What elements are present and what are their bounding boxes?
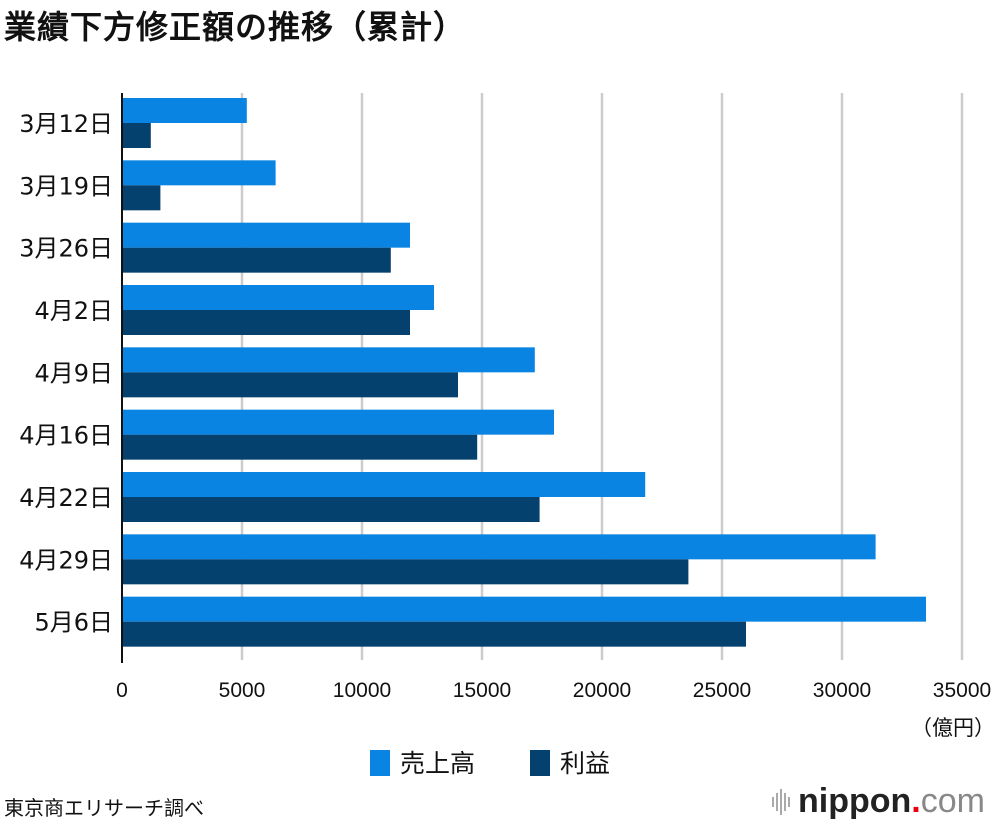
- x-tick-label: 30000: [813, 679, 871, 702]
- logo-tld: com: [920, 782, 985, 820]
- category-label: 4月2日: [34, 297, 113, 325]
- category-label: 4月16日: [19, 422, 113, 450]
- x-tick-label: 5000: [219, 679, 266, 702]
- bar-profit: [122, 621, 746, 647]
- category-label: 3月12日: [19, 110, 113, 138]
- bar-sales: [122, 409, 554, 435]
- nippon-logo: nippon. com: [772, 782, 985, 821]
- category-label: 4月22日: [19, 484, 113, 512]
- x-tick-label: 10000: [333, 679, 391, 702]
- bar-sales: [122, 285, 434, 310]
- logo-name: nippon: [798, 782, 912, 820]
- bar-profit: [122, 434, 478, 460]
- x-tick-label: 15000: [453, 679, 511, 702]
- bar-profit: [122, 123, 151, 148]
- bar-sales: [122, 534, 876, 560]
- bar-sales: [122, 160, 276, 186]
- category-label: 3月19日: [19, 172, 113, 200]
- x-tick-label: 25000: [693, 679, 751, 702]
- legend-label: 利益: [560, 749, 610, 778]
- logo-dot: .: [911, 782, 921, 820]
- bar-sales: [122, 347, 535, 373]
- x-tick-label: 0: [116, 679, 128, 702]
- bar-profit: [122, 185, 161, 211]
- bar-sales: [122, 98, 247, 123]
- bar-profit: [122, 559, 689, 585]
- category-label: 5月6日: [34, 609, 113, 637]
- bar-profit: [122, 372, 458, 398]
- bar-sales: [122, 596, 926, 622]
- category-label: 4月9日: [34, 359, 113, 387]
- legend-label: 売上高: [400, 749, 475, 778]
- x-tick-label: 20000: [573, 679, 631, 702]
- category-label: 3月26日: [19, 235, 113, 263]
- bar-sales: [122, 472, 646, 497]
- x-tick-label: 35000: [933, 679, 991, 702]
- legend-swatch-profit: [530, 750, 550, 776]
- bar-profit: [122, 497, 540, 522]
- x-axis-unit: （億円）: [911, 716, 995, 740]
- legend-swatch-sales: [370, 750, 390, 776]
- bar-profit: [122, 310, 410, 335]
- sound-bars-icon: [772, 788, 790, 815]
- bar-sales: [122, 222, 410, 248]
- chart-title: 業績下方修正額の推移（累計）: [4, 8, 467, 46]
- category-label: 4月29日: [19, 546, 113, 574]
- bar-profit: [122, 247, 391, 273]
- source-note: 東京商エリサーチ調べ: [4, 796, 204, 820]
